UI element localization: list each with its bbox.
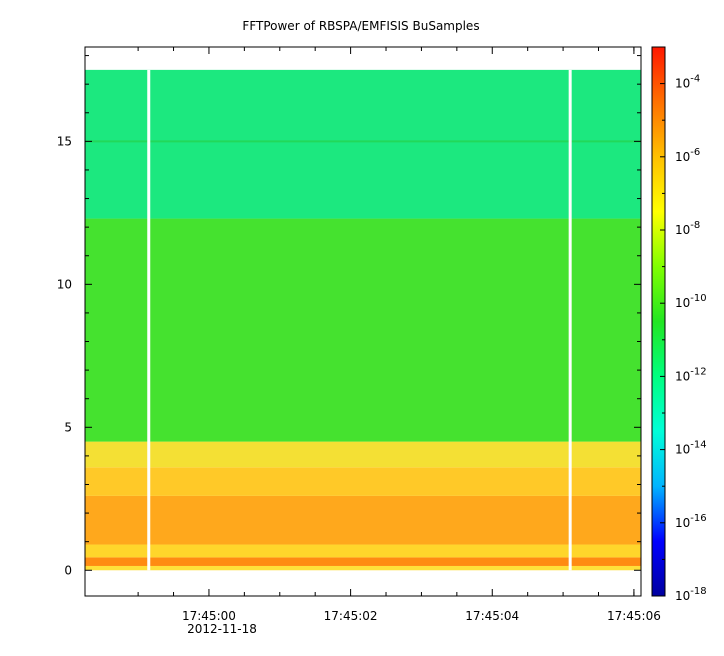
colorbar-tick-label: 10-4 bbox=[675, 74, 700, 91]
data-gap-1 bbox=[568, 69, 572, 571]
colorbar-tick-label: 10-18 bbox=[675, 586, 707, 603]
colorbar-gradient bbox=[651, 46, 666, 597]
spectrogram-band-3 bbox=[85, 495, 641, 545]
plot-axes: 17:45:00 17:45:02 17:45:04 17:45:06 0 5 10 15 bbox=[57, 46, 661, 623]
y-tick-label: 5 bbox=[64, 420, 72, 434]
y-tick-label: 0 bbox=[64, 563, 72, 577]
colorbar-tick-label: 10-10 bbox=[675, 293, 707, 310]
y-tick-label: 15 bbox=[57, 134, 72, 148]
colorbar-tick-label: 10-6 bbox=[675, 147, 700, 164]
spectrogram-band-4 bbox=[85, 467, 641, 496]
x-axis-date-label: 2012-11-18 bbox=[187, 622, 257, 636]
chart-title: FFTPower of RBSPA/EMFISIS BuSamples bbox=[242, 19, 479, 33]
plot-area bbox=[85, 69, 641, 571]
colorbar-tick-label: 10-14 bbox=[675, 440, 707, 457]
colorbar: 10-18 10-16 10-14 10-12 10-10 10-8 10-6 10-4 bbox=[651, 46, 707, 603]
colorbar-tick-label: 10-12 bbox=[675, 366, 707, 383]
x-tick-label: 17:45:02 bbox=[324, 609, 378, 623]
colorbar-tick-label: 10-16 bbox=[675, 513, 707, 530]
spectrogram-band-2 bbox=[85, 544, 641, 558]
spectrogram-band-1 bbox=[85, 557, 641, 566]
spectrogram-band-7 bbox=[85, 69, 641, 219]
colorbar-tick-label: 10-8 bbox=[675, 220, 700, 237]
x-tick-label: 17:45:06 bbox=[607, 609, 661, 623]
data-gap-0 bbox=[147, 69, 151, 571]
spectrogram-band-0 bbox=[85, 565, 641, 571]
plot-frame bbox=[84, 46, 642, 597]
spectrogram-band-5 bbox=[85, 441, 641, 468]
x-tick-label: 17:45:04 bbox=[465, 609, 519, 623]
x-tick-label: 17:45:00 bbox=[182, 609, 236, 623]
y-tick-label: 10 bbox=[57, 277, 72, 291]
spectrogram-band-6 bbox=[85, 218, 641, 442]
